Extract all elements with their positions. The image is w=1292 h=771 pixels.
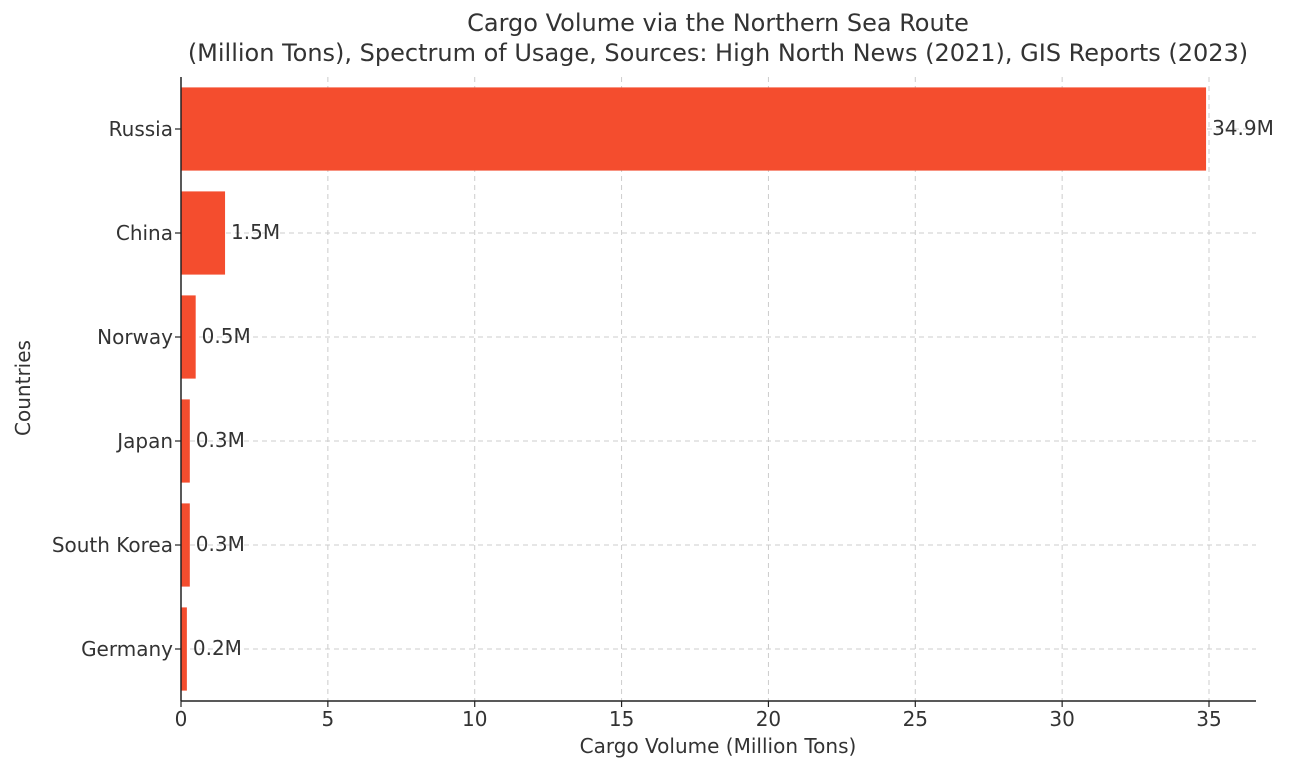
y-axis-label: Countries (11, 340, 35, 436)
y-tick-label: Germany (81, 637, 173, 661)
x-tick-label: 25 (903, 707, 928, 731)
x-tick-label: 15 (609, 707, 634, 731)
bars (181, 87, 1207, 691)
x-tick-label: 35 (1196, 707, 1221, 731)
y-tick-label: Norway (97, 325, 173, 349)
data-label: 34.9M (1212, 116, 1274, 140)
y-ticks: Russia China Norway Japan South Korea Germany (52, 117, 181, 661)
y-tick-label: Japan (115, 429, 173, 453)
x-tick-label: 5 (321, 707, 334, 731)
bar-norway (181, 295, 196, 379)
bar-germany (181, 607, 187, 691)
bar-japan (181, 399, 190, 483)
axes (180, 77, 1256, 702)
x-ticks: 0 5 10 15 20 25 30 35 (175, 701, 1222, 731)
x-tick-label: 30 (1049, 707, 1074, 731)
data-label: 0.2M (193, 636, 242, 660)
bar-russia (181, 87, 1207, 171)
data-label: 1.5M (231, 220, 280, 244)
data-label: 0.3M (196, 532, 245, 556)
chart-title-line2: (Million Tons), Spectrum of Usage, Sourc… (188, 39, 1248, 67)
x-axis-label: Cargo Volume (Million Tons) (580, 734, 857, 758)
data-label: 0.3M (196, 428, 245, 452)
data-labels: 34.9M 1.5M 0.5M 0.3M 0.3M 0.2M (193, 116, 1274, 660)
x-tick-label: 10 (462, 707, 487, 731)
y-tick-label: Russia (109, 117, 173, 141)
x-tick-label: 20 (756, 707, 781, 731)
bar-china (181, 191, 226, 275)
chart-title-line1: Cargo Volume via the Northern Sea Route (467, 9, 969, 37)
x-tick-label: 0 (175, 707, 188, 731)
data-label: 0.5M (202, 324, 251, 348)
y-tick-label: South Korea (52, 533, 173, 557)
bar-south-korea (181, 503, 190, 587)
y-tick-label: China (116, 221, 173, 245)
